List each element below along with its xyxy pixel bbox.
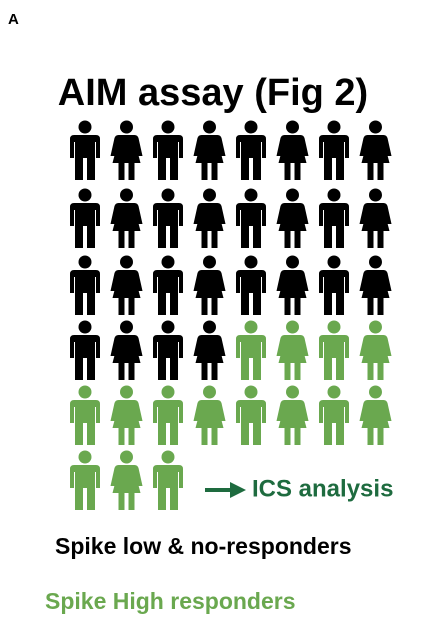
person-icon xyxy=(153,255,183,315)
person-icon xyxy=(153,320,183,380)
person-icon xyxy=(110,120,143,180)
person-icon xyxy=(193,120,226,180)
person-icon xyxy=(70,188,100,248)
arrow-head xyxy=(230,482,246,498)
person-icon xyxy=(276,120,309,180)
person-icon xyxy=(110,385,143,445)
person-icon xyxy=(359,188,392,248)
person-icon xyxy=(193,385,226,445)
person-icon xyxy=(359,255,392,315)
person-icon xyxy=(236,188,266,248)
person-icon xyxy=(70,385,100,445)
person-icon xyxy=(193,188,226,248)
person-icon xyxy=(319,385,349,445)
person-icon xyxy=(153,188,183,248)
person-icon xyxy=(70,255,100,315)
person-icon xyxy=(110,320,143,380)
person-icon xyxy=(153,385,183,445)
legend-label: Spike low & no-responders xyxy=(55,533,352,559)
person-icon xyxy=(359,120,392,180)
person-icon xyxy=(236,120,266,180)
person-icon xyxy=(359,385,392,445)
person-icon xyxy=(319,188,349,248)
person-icon xyxy=(70,120,100,180)
person-icon xyxy=(153,450,183,510)
person-icon xyxy=(70,320,100,380)
person-icon xyxy=(236,320,266,380)
title: AIM assay (Fig 2) xyxy=(58,72,368,114)
person-icon xyxy=(319,255,349,315)
pictogram xyxy=(70,120,392,510)
annotation: ICS analysis xyxy=(252,475,393,502)
panel-label: A xyxy=(8,11,19,28)
person-icon xyxy=(276,188,309,248)
person-icon xyxy=(70,450,100,510)
person-icon xyxy=(110,255,143,315)
person-icon xyxy=(359,320,392,380)
person-icon xyxy=(153,120,183,180)
person-icon xyxy=(276,320,309,380)
person-icon xyxy=(110,450,143,510)
person-icon xyxy=(236,255,266,315)
person-icon xyxy=(319,320,349,380)
person-icon xyxy=(193,255,226,315)
legend-label: Spike High responders xyxy=(45,588,296,614)
person-icon xyxy=(276,255,309,315)
person-icon xyxy=(236,385,266,445)
person-icon xyxy=(193,320,226,380)
person-icon xyxy=(110,188,143,248)
person-icon xyxy=(319,120,349,180)
person-icon xyxy=(276,385,309,445)
